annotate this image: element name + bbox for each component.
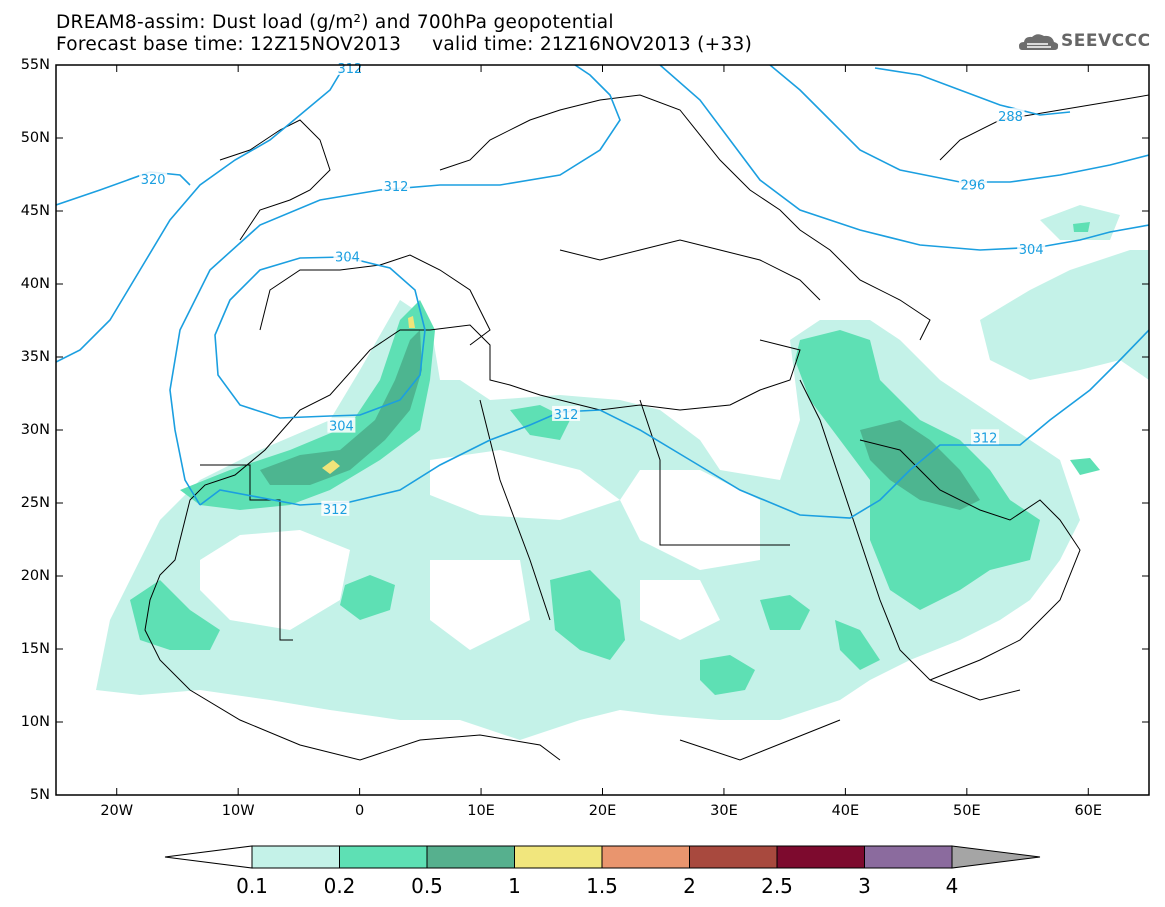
colorbar-swatch xyxy=(339,845,428,869)
colorbar-label: 3 xyxy=(858,874,871,898)
contour-label: 312 xyxy=(323,503,348,518)
lon-label: 40E xyxy=(831,803,860,819)
contour-label: 288 xyxy=(998,110,1023,125)
contour-label-bg xyxy=(996,108,1025,124)
lat-label: 5N xyxy=(29,787,50,803)
contour-label: 320 xyxy=(141,173,166,188)
lon-label: 50E xyxy=(953,803,981,819)
lon-label: 10E xyxy=(467,803,495,819)
colorbar-label: 2 xyxy=(683,874,696,898)
contour-labels: 320 312 312 304 304 312 312 312 304 296 288 xyxy=(139,59,1046,518)
contour-label: 296 xyxy=(960,179,985,194)
lon-label: 20W xyxy=(100,803,134,819)
colorbar-high-arrow xyxy=(951,845,1041,869)
colorbar-swatch xyxy=(601,845,690,869)
lat-label: 45N xyxy=(20,203,50,219)
logo-text: SEEVCCC xyxy=(1061,31,1151,51)
colorbar-swatch xyxy=(689,845,778,869)
lat-label: 25N xyxy=(20,495,50,511)
lat-label: 30N xyxy=(20,422,50,438)
lon-label: 10W xyxy=(221,803,255,819)
geopotential-contours xyxy=(56,65,1149,519)
colorbar-label: 2.5 xyxy=(761,874,793,898)
lat-label: 55N xyxy=(20,57,50,73)
contour-label-bg xyxy=(321,500,350,516)
colorbar-swatch xyxy=(426,845,515,869)
colorbar-swatch xyxy=(864,845,953,869)
coastlines xyxy=(144,94,1149,761)
colorbar xyxy=(164,845,1041,869)
contour-label-bg xyxy=(971,429,1000,445)
lon-label: 20E xyxy=(588,803,617,819)
colorbar-label: 0.5 xyxy=(411,874,443,898)
lon-label: 30E xyxy=(710,803,738,819)
lat-label: 35N xyxy=(20,349,50,365)
contour-label-bg xyxy=(958,176,987,192)
contour-label-bg xyxy=(382,178,411,194)
contour-label: 304 xyxy=(1019,243,1044,258)
contour-label: 312 xyxy=(337,62,362,77)
colorbar-swatch xyxy=(251,845,340,869)
lat-label: 20N xyxy=(20,568,50,584)
lon-label: 0 xyxy=(354,803,365,819)
colorbar-low-arrow xyxy=(164,845,253,869)
colorbar-label: 0.2 xyxy=(323,874,356,898)
dust-load-fill xyxy=(96,205,1149,740)
lat-label: 50N xyxy=(20,130,50,146)
dust-band-0.5 xyxy=(260,330,980,510)
lat-label: 15N xyxy=(20,641,50,657)
map-title: DREAM8-assim: Dust load (g/m²) and 700hP… xyxy=(56,12,614,33)
lon-label: 60E xyxy=(1074,803,1103,819)
cloud-logo-icon xyxy=(1019,34,1059,50)
axis-ticks xyxy=(56,64,1149,796)
dust-band-1 xyxy=(322,316,415,474)
contour-label-bg xyxy=(327,417,356,433)
lat-label: 10N xyxy=(20,714,50,730)
contour-label-bg xyxy=(335,59,364,75)
colorbar-swatch xyxy=(514,845,603,869)
colorbar-swatch xyxy=(776,845,865,869)
lat-label: 40N xyxy=(20,276,50,292)
contour-label: 312 xyxy=(554,408,579,423)
contour-label-bg xyxy=(1017,240,1046,256)
contour-label: 312 xyxy=(973,431,998,446)
contour-label-bg xyxy=(552,405,581,421)
colorbar-label: 4 xyxy=(945,874,959,898)
contour-label-bg xyxy=(333,248,362,264)
contour-label: 304 xyxy=(335,250,360,265)
colorbar-label: 1.5 xyxy=(586,874,618,898)
colorbar-label: 1 xyxy=(508,874,521,898)
contour-label: 304 xyxy=(329,420,354,435)
colorbar-label: 0.1 xyxy=(236,874,268,898)
forecast-time-subtitle: Forecast base time: 12Z15NOV2013 valid t… xyxy=(56,34,753,55)
contour-label-bg xyxy=(139,170,168,186)
contour-label: 312 xyxy=(384,180,409,195)
